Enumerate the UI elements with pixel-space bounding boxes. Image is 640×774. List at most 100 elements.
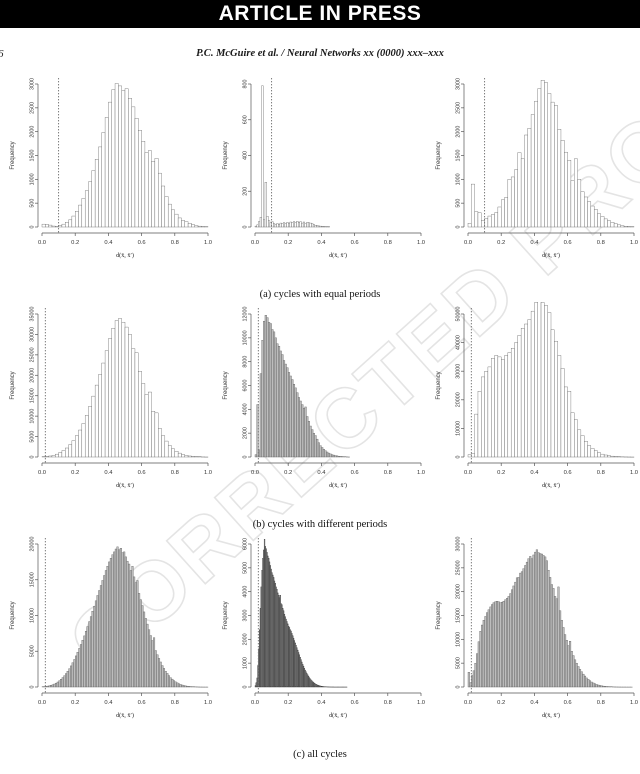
x-axis: 0.0 0.2 0.4 0.6 0.8 1.0 bbox=[464, 692, 638, 706]
histogram-bar bbox=[293, 221, 296, 228]
histogram-bar bbox=[65, 673, 68, 688]
histogram-bar bbox=[136, 580, 139, 688]
histogram-bar bbox=[564, 634, 567, 688]
histogram-bar bbox=[144, 152, 149, 228]
histogram-bar bbox=[191, 456, 195, 458]
histogram-bar bbox=[334, 455, 337, 458]
y-tick-label: 0 bbox=[455, 456, 461, 459]
histogram-bar bbox=[128, 334, 132, 458]
histogram-bar bbox=[273, 223, 276, 228]
y-tick-label: 5000 bbox=[29, 431, 35, 443]
histogram-bar bbox=[484, 218, 489, 228]
histogram-bars bbox=[254, 85, 330, 228]
histogram-bar bbox=[547, 312, 552, 458]
x-axis: 0.0 0.2 0.4 0.6 0.8 1.0 bbox=[38, 232, 212, 246]
caption-row-c: (c) all cycles bbox=[293, 749, 347, 760]
histogram-bar bbox=[73, 659, 76, 688]
histogram-bar bbox=[124, 556, 127, 688]
histogram-bar bbox=[294, 387, 297, 458]
plot-a2: 0 200 400 600 800 0.0 0.2 0.4 0.6 0.8 1.0 d(x̄, x̄′… bbox=[213, 72, 426, 272]
histogram-bar bbox=[613, 223, 618, 228]
histogram-bar bbox=[128, 563, 131, 688]
caption-row-a: (a) cycles with equal periods bbox=[259, 289, 381, 300]
histogram-bar bbox=[299, 400, 302, 458]
histogram-bar bbox=[467, 672, 470, 688]
histogram-bar bbox=[512, 585, 515, 688]
y-tick-label: 2500 bbox=[29, 102, 35, 114]
histogram-bar bbox=[172, 680, 175, 688]
histogram-bar bbox=[164, 196, 169, 228]
y-tick-label: 0 bbox=[29, 686, 35, 689]
histogram-bar bbox=[574, 419, 578, 458]
histogram-bar bbox=[141, 605, 144, 688]
histogram-bar bbox=[256, 224, 259, 228]
histogram-bar bbox=[78, 204, 83, 228]
histogram-bar bbox=[487, 609, 490, 688]
histogram-bar bbox=[138, 593, 141, 688]
histogram-bar bbox=[510, 176, 515, 228]
y-tick-label: 0 bbox=[455, 226, 461, 229]
x-axis-title: d(x̄, x̄′) bbox=[542, 482, 560, 489]
histogram-bar bbox=[491, 214, 495, 228]
histogram-bar bbox=[276, 223, 279, 228]
histogram-bar bbox=[133, 576, 136, 688]
histogram-bar bbox=[520, 571, 523, 688]
histogram-bar bbox=[66, 671, 69, 688]
histogram-bar bbox=[302, 407, 305, 458]
y-tick-label: 600 bbox=[242, 115, 248, 124]
histogram-bar bbox=[507, 179, 512, 228]
histogram-bar bbox=[530, 558, 533, 688]
histogram-bar bbox=[600, 685, 603, 688]
y-tick-label: 40000 bbox=[455, 335, 461, 350]
histogram-bar bbox=[574, 158, 578, 228]
histogram-bar bbox=[304, 406, 307, 458]
y-tick-label: 12000 bbox=[242, 307, 248, 322]
histogram-bar bbox=[177, 217, 182, 228]
histogram-bar bbox=[88, 406, 92, 458]
histogram-bar bbox=[65, 222, 69, 228]
histogram-bar bbox=[514, 342, 518, 458]
histogram-bar bbox=[71, 215, 76, 228]
histogram-bar bbox=[56, 681, 59, 688]
histogram-bar bbox=[48, 455, 53, 458]
histogram-bar bbox=[517, 335, 522, 458]
histogram-bar bbox=[297, 222, 300, 228]
x-axis-title: d(x̄, x̄′) bbox=[116, 712, 134, 719]
histogram-bar bbox=[540, 302, 545, 458]
histogram-bar bbox=[138, 371, 142, 458]
histogram-bar bbox=[577, 179, 582, 228]
y-tick-label: 3000 bbox=[29, 78, 35, 90]
x-axis-title: d(x̄, x̄′) bbox=[542, 712, 560, 719]
plot-c3: 0 5000 10000 15000 20000 25000 30000 0.0 0.2 0.4 0… bbox=[426, 532, 639, 732]
histogram-bar bbox=[327, 452, 330, 458]
x-tick-label: 0.8 bbox=[597, 240, 605, 246]
histogram-bar bbox=[314, 225, 317, 228]
plot-a1: 0 500 1000 1500 2000 2500 3000 0.0 0.2 0.4 0.6 0.8 1… bbox=[0, 72, 213, 272]
histogram-bar bbox=[109, 558, 112, 688]
histogram-bar bbox=[268, 220, 271, 228]
x-tick-label: 0.0 bbox=[251, 470, 259, 476]
histogram-bar bbox=[580, 435, 585, 458]
histogram-bar bbox=[597, 684, 600, 688]
histogram-bar bbox=[134, 352, 139, 458]
histogram-bar bbox=[309, 222, 312, 228]
histogram-bar bbox=[509, 593, 512, 688]
histogram-bar bbox=[600, 453, 605, 458]
histogram-bar bbox=[610, 455, 615, 458]
x-tick-label: 1.0 bbox=[417, 470, 425, 476]
histogram-bar bbox=[476, 653, 479, 688]
histogram-bar bbox=[174, 213, 179, 228]
histogram-bar bbox=[339, 456, 342, 458]
y-tick-label: 2000 bbox=[29, 126, 35, 138]
histogram-bar bbox=[570, 412, 575, 458]
x-tick-label: 0.2 bbox=[497, 470, 505, 476]
histogram-bar bbox=[111, 89, 116, 228]
y-tick-label: 50000 bbox=[455, 307, 461, 322]
x-tick-label: 0.0 bbox=[38, 240, 46, 246]
histogram-bar bbox=[537, 88, 542, 228]
histogram-bar bbox=[477, 641, 480, 688]
histogram-bar bbox=[560, 368, 565, 458]
y-tick-label: 15000 bbox=[29, 388, 35, 403]
histogram-bar bbox=[91, 395, 96, 458]
histogram-bar bbox=[554, 105, 558, 228]
